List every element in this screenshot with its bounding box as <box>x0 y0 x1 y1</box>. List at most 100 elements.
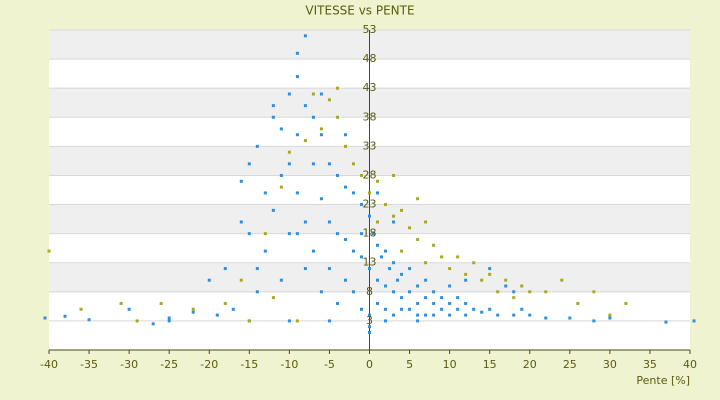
y-tick-label: 18 <box>363 227 377 240</box>
point <box>343 278 347 282</box>
point <box>512 313 516 317</box>
y-tick-label: 38 <box>363 110 377 123</box>
point <box>255 267 259 271</box>
point <box>135 319 139 323</box>
y-tick-label: 8 <box>366 285 373 298</box>
point <box>231 307 235 311</box>
point <box>215 313 219 317</box>
point <box>271 104 275 108</box>
point <box>440 255 444 259</box>
point <box>424 261 428 265</box>
x-tick-label: 5 <box>406 358 413 371</box>
point <box>295 75 299 79</box>
point <box>351 290 355 294</box>
point <box>384 203 388 207</box>
point <box>376 191 380 195</box>
point <box>432 290 436 294</box>
point <box>472 307 476 311</box>
point <box>376 301 380 305</box>
point <box>392 290 396 294</box>
y-tick-label: 3 <box>366 314 373 327</box>
point <box>512 290 516 294</box>
point <box>255 144 259 148</box>
point <box>351 162 355 166</box>
point <box>295 232 299 236</box>
point <box>335 173 339 177</box>
point <box>223 301 227 305</box>
y-tick-label: 53 <box>363 23 377 36</box>
point <box>448 267 452 271</box>
point <box>448 284 452 288</box>
point <box>359 232 363 236</box>
point <box>127 307 131 311</box>
point <box>512 296 516 300</box>
point <box>416 301 420 305</box>
x-tick-label: -25 <box>160 358 178 371</box>
x-tick-label: 10 <box>443 358 457 371</box>
point <box>368 214 371 218</box>
point <box>279 173 283 177</box>
point <box>303 104 307 108</box>
point <box>167 316 171 320</box>
x-tick-label: 15 <box>483 358 497 371</box>
point <box>271 208 275 212</box>
point <box>464 278 468 282</box>
point <box>464 272 468 276</box>
point <box>448 313 452 317</box>
point <box>432 301 436 305</box>
point <box>608 313 612 317</box>
point <box>456 307 460 311</box>
point <box>223 267 227 271</box>
y-tick-label: 48 <box>363 52 377 65</box>
point <box>480 310 484 314</box>
point <box>255 290 259 294</box>
point <box>303 267 307 271</box>
point <box>43 316 47 320</box>
x-tick-label: -5 <box>324 358 335 371</box>
point <box>408 307 412 311</box>
point <box>528 313 532 317</box>
point <box>504 278 508 282</box>
point <box>351 191 355 195</box>
point <box>376 220 380 224</box>
point <box>416 319 420 323</box>
point <box>343 237 347 241</box>
point <box>424 296 428 300</box>
x-tick-label: 35 <box>643 358 657 371</box>
point <box>400 307 404 311</box>
point <box>327 267 331 271</box>
x-tick-label: 30 <box>603 358 617 371</box>
point <box>592 290 596 294</box>
point <box>568 316 572 320</box>
point <box>295 133 299 137</box>
point <box>368 313 371 317</box>
point <box>504 284 508 288</box>
point <box>528 290 532 294</box>
x-tick-label: -40 <box>40 358 58 371</box>
point <box>440 296 444 300</box>
point <box>159 301 163 305</box>
point <box>488 307 492 311</box>
point <box>416 237 420 241</box>
point <box>351 249 355 253</box>
point <box>416 197 420 201</box>
point <box>63 314 67 318</box>
x-tick-label: -20 <box>200 358 218 371</box>
point <box>400 296 404 300</box>
point <box>496 290 500 294</box>
point <box>295 319 299 323</box>
point <box>400 249 404 253</box>
point <box>424 278 428 282</box>
point <box>359 203 363 207</box>
point <box>456 255 460 259</box>
point <box>432 243 436 247</box>
point <box>384 307 388 311</box>
point <box>319 290 323 294</box>
x-tick-label: -10 <box>280 358 298 371</box>
point <box>388 267 392 271</box>
y-tick-label: 13 <box>363 256 377 269</box>
point <box>247 319 251 323</box>
point <box>384 284 388 288</box>
point <box>408 290 412 294</box>
